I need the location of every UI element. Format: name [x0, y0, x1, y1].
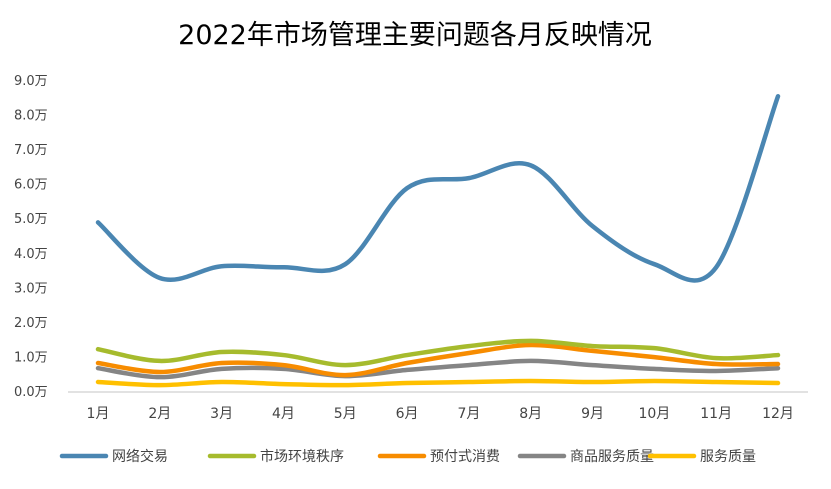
x-tick-label: 8月	[519, 406, 542, 422]
x-tick-label: 10月	[638, 406, 670, 422]
series-line	[95, 378, 781, 388]
legend-label: 商品服务质量	[570, 449, 654, 465]
y-tick-label: 5.0万	[14, 212, 48, 227]
series-line	[95, 342, 781, 378]
y-tick-label: 6.0万	[14, 178, 48, 193]
legend-label: 服务质量	[700, 449, 756, 465]
y-tick-label: 2.0万	[14, 316, 48, 331]
legend-item: 商品服务质量	[517, 449, 654, 465]
series-lines	[95, 93, 781, 388]
series-line	[95, 338, 781, 368]
x-tick-label: 1月	[87, 406, 110, 422]
series-line	[95, 358, 781, 380]
legend-item: 服务质量	[647, 449, 756, 465]
y-axis: 0.0万 1.0万 2.0万 3.0万 4.0万 5.0万 6.0万 7.0万 8.0万 9.0万	[14, 74, 48, 400]
x-tick-label: 4月	[272, 406, 295, 422]
legend-label: 市场环境秩序	[260, 448, 344, 465]
x-tick-label: 2月	[148, 406, 171, 422]
x-tick-label: 9月	[581, 406, 604, 422]
x-tick-label: 11月	[700, 406, 732, 422]
x-tick-label: 3月	[210, 406, 233, 422]
y-tick-label: 4.0万	[14, 247, 48, 262]
legend-label: 网络交易	[112, 448, 168, 465]
y-tick-label: 0.0万	[14, 385, 48, 400]
y-tick-label: 3.0万	[14, 281, 48, 296]
legend-item: 网络交易	[59, 448, 168, 465]
y-tick-label: 7.0万	[14, 143, 48, 158]
legend: 网络交易 市场环境秩序 预付式消费 商品服务质量 服务质量	[59, 448, 756, 465]
y-tick-label: 1.0万	[14, 350, 48, 365]
y-tick-label: 8.0万	[14, 109, 48, 124]
x-tick-label: 5月	[334, 406, 357, 422]
x-tick-label: 6月	[396, 406, 419, 422]
x-axis: 1月 2月 3月 4月 5月 6月 7月 8月 9月 10月 11月 12月	[68, 391, 808, 422]
series-line	[95, 93, 781, 283]
legend-item: 市场环境秩序	[207, 448, 344, 465]
x-tick-label: 12月	[762, 406, 794, 422]
legend-label: 预付式消费	[430, 449, 500, 465]
x-tick-label: 7月	[457, 406, 480, 422]
y-tick-label: 9.0万	[14, 74, 48, 89]
legend-item: 预付式消费	[377, 449, 500, 465]
chart-title: 2022年市场管理主要问题各月反映情况	[178, 20, 652, 51]
